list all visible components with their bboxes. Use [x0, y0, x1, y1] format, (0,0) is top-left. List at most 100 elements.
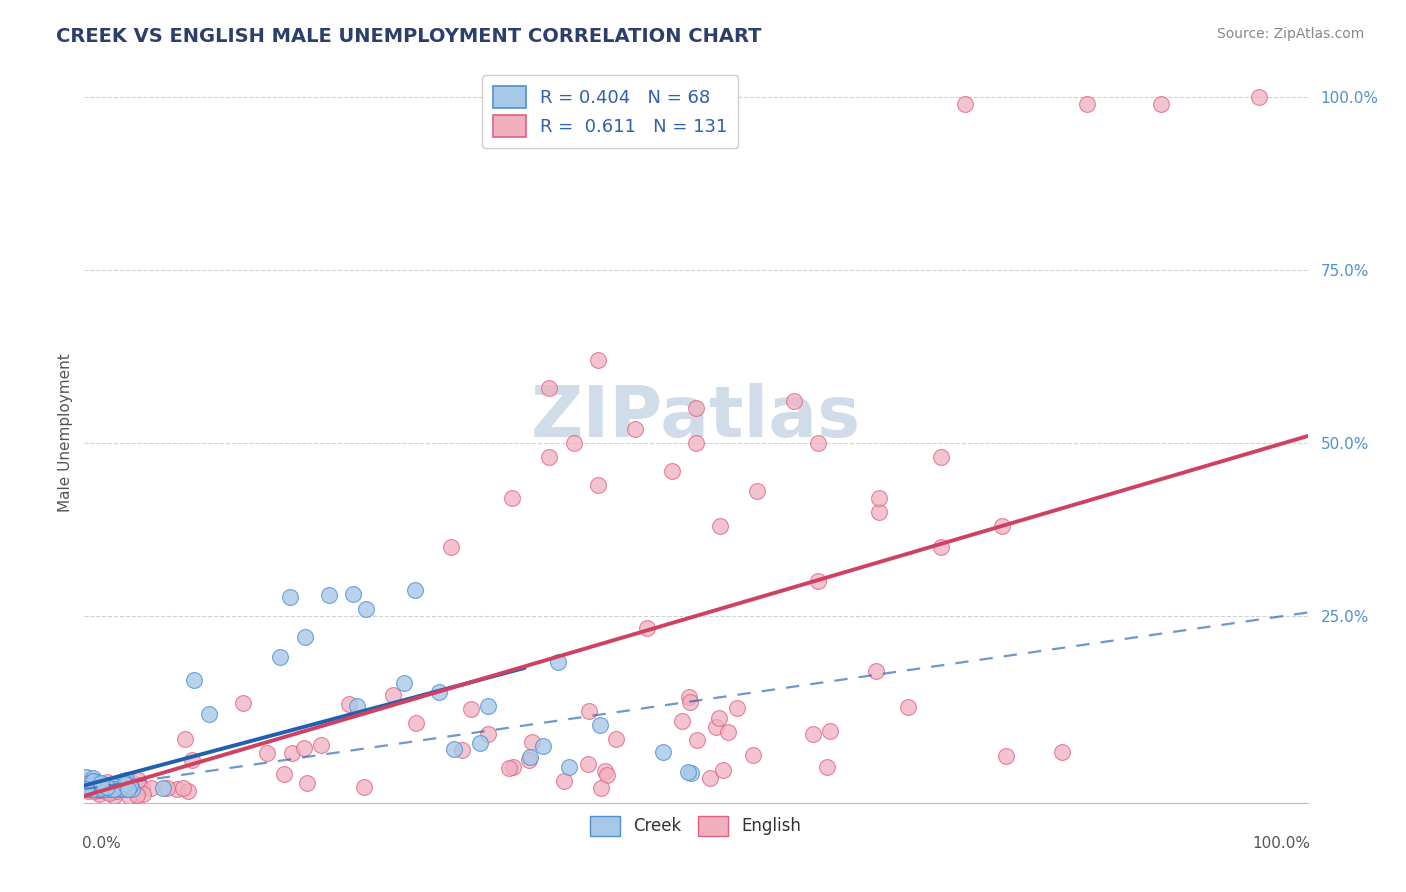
- Point: [91, 780, 114, 795]
- Point: [120, 777, 142, 791]
- Point: [1076, 97, 1098, 112]
- Point: [547, 655, 569, 669]
- Point: [75, 781, 97, 796]
- Point: [152, 780, 174, 795]
- Point: [114, 772, 136, 787]
- Point: [427, 685, 450, 699]
- Point: [520, 735, 543, 749]
- Point: [477, 698, 499, 713]
- Text: ZIPatlas: ZIPatlas: [531, 384, 860, 452]
- Point: [538, 381, 561, 395]
- Point: [292, 741, 315, 756]
- Point: [118, 773, 141, 788]
- Point: [120, 779, 142, 793]
- Point: [405, 716, 427, 731]
- Point: [295, 775, 318, 789]
- Point: [75, 781, 97, 796]
- Point: [1052, 745, 1074, 759]
- Point: [578, 704, 600, 718]
- Point: [90, 775, 112, 789]
- Point: [84, 781, 107, 796]
- Point: [897, 700, 920, 714]
- Point: [114, 777, 136, 791]
- Point: [681, 766, 703, 780]
- Point: [86, 776, 108, 790]
- Point: [98, 786, 121, 800]
- Point: [807, 436, 830, 450]
- Point: [111, 773, 134, 788]
- Text: 100.0%: 100.0%: [1251, 836, 1310, 851]
- Point: [75, 780, 97, 794]
- Point: [562, 436, 585, 450]
- Point: [83, 781, 105, 796]
- Point: [79, 780, 101, 794]
- Point: [232, 696, 254, 710]
- Point: [73, 776, 96, 790]
- Point: [100, 781, 122, 796]
- Point: [104, 782, 127, 797]
- Point: [1150, 97, 1173, 112]
- Point: [131, 780, 153, 795]
- Point: [82, 781, 104, 796]
- Point: [176, 784, 198, 798]
- Point: [82, 781, 104, 796]
- Point: [353, 780, 375, 794]
- Point: [93, 778, 115, 792]
- Point: [318, 588, 340, 602]
- Point: [125, 787, 148, 801]
- Point: [90, 779, 112, 793]
- Point: [83, 784, 105, 798]
- Point: [89, 788, 111, 802]
- Point: [89, 779, 111, 793]
- Point: [84, 777, 107, 791]
- Point: [139, 780, 162, 795]
- Point: [103, 778, 125, 792]
- Point: [747, 484, 769, 499]
- Point: [89, 780, 111, 795]
- Point: [110, 781, 132, 796]
- Point: [96, 781, 118, 796]
- Point: [498, 761, 520, 775]
- Point: [111, 778, 134, 792]
- Point: [558, 760, 581, 774]
- Point: [79, 779, 101, 793]
- Point: [121, 781, 143, 796]
- Point: [929, 540, 952, 554]
- Point: [90, 783, 112, 797]
- Point: [104, 784, 127, 798]
- Point: [593, 764, 616, 779]
- Point: [342, 587, 364, 601]
- Legend: Creek, English: Creek, English: [583, 809, 808, 843]
- Point: [117, 781, 139, 796]
- Point: [699, 771, 721, 785]
- Point: [100, 781, 122, 796]
- Point: [404, 582, 426, 597]
- Point: [605, 731, 627, 746]
- Point: [468, 736, 491, 750]
- Point: [294, 630, 316, 644]
- Point: [96, 780, 118, 795]
- Point: [477, 726, 499, 740]
- Point: [127, 772, 149, 787]
- Point: [87, 781, 110, 796]
- Point: [869, 491, 891, 506]
- Point: [502, 760, 524, 774]
- Point: [685, 401, 707, 416]
- Text: Source: ZipAtlas.com: Source: ZipAtlas.com: [1216, 27, 1364, 41]
- Point: [76, 776, 98, 790]
- Point: [686, 733, 709, 747]
- Point: [994, 749, 1017, 764]
- Point: [678, 690, 700, 704]
- Point: [77, 784, 100, 798]
- Point: [94, 784, 117, 798]
- Point: [273, 766, 295, 780]
- Point: [671, 714, 693, 728]
- Point: [679, 696, 702, 710]
- Point: [82, 782, 104, 797]
- Point: [118, 789, 141, 803]
- Point: [105, 782, 128, 797]
- Point: [87, 783, 110, 797]
- Point: [87, 781, 110, 796]
- Point: [82, 777, 104, 791]
- Point: [801, 727, 824, 741]
